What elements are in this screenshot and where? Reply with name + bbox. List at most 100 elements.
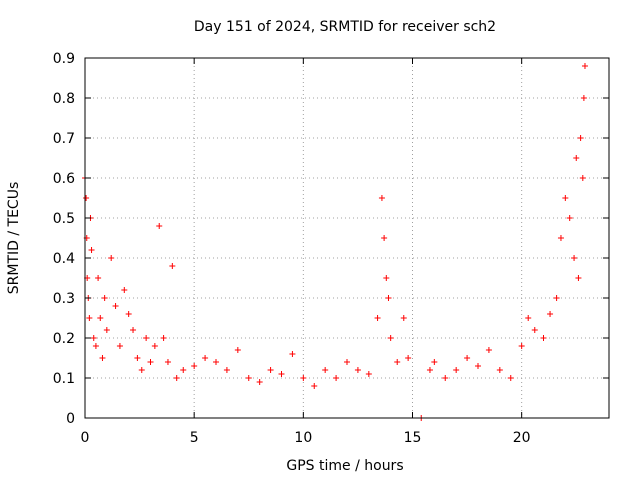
data-point	[381, 235, 388, 241]
tick-labels: 0 0.1 0.2 0.3 0.4 0.5 0.6 0.7 0.8 0.9 0 5 10 15 20	[53, 51, 531, 446]
data-point	[116, 343, 123, 349]
data-point	[121, 287, 128, 293]
data-point	[86, 315, 93, 321]
data-point	[147, 359, 154, 365]
data-point	[311, 383, 318, 389]
data-point	[101, 295, 108, 301]
data-point	[213, 359, 219, 365]
x-tick-label: 10	[294, 430, 312, 446]
data-point	[83, 195, 90, 201]
data-point	[579, 175, 586, 181]
data-point	[581, 63, 588, 69]
x-tick-label: 0	[81, 430, 90, 446]
data-point	[278, 371, 285, 377]
data-point	[173, 375, 180, 381]
data-point	[103, 327, 110, 333]
data-point	[164, 359, 171, 365]
data-point	[191, 363, 198, 369]
data-point	[151, 343, 158, 349]
data-point	[573, 155, 580, 161]
data-point	[485, 347, 492, 353]
y-axis-title: SRMTID / TECUs	[6, 182, 22, 295]
data-point	[531, 327, 538, 333]
chart-title: Day 151 of 2024, SRMTID for receiver sch…	[194, 19, 496, 35]
data-point	[431, 359, 438, 365]
data-point	[333, 375, 340, 381]
data-point	[289, 351, 296, 357]
data-point	[202, 355, 209, 361]
data-point	[387, 335, 394, 341]
data-point	[518, 343, 525, 349]
data-point	[143, 335, 150, 341]
y-tick-label: 0.2	[53, 331, 75, 347]
data-point	[562, 195, 569, 201]
data-point	[525, 315, 532, 321]
data-point	[496, 367, 503, 373]
data-point	[547, 311, 554, 317]
data-point	[453, 367, 460, 373]
data-point	[566, 215, 573, 221]
data-point	[88, 247, 95, 253]
data-point	[405, 355, 412, 361]
y-tick-label: 0.7	[53, 131, 75, 147]
data-point	[138, 367, 145, 373]
data-point	[385, 295, 392, 301]
data-point	[125, 311, 132, 317]
data-point	[378, 195, 385, 201]
x-tick-label: 15	[404, 430, 422, 446]
data-point	[223, 367, 230, 373]
data-point	[112, 303, 119, 309]
data-point	[267, 367, 274, 373]
data-point	[256, 379, 263, 385]
data-point	[571, 255, 578, 261]
data-point	[365, 371, 372, 377]
data-point	[557, 235, 564, 241]
data-point	[245, 375, 252, 381]
grid-layer	[85, 58, 609, 418]
axis-ticks	[84, 57, 609, 419]
y-tick-label: 0	[66, 411, 75, 427]
data-point	[92, 343, 99, 349]
y-tick-label: 0.8	[53, 91, 75, 107]
data-point	[540, 335, 547, 341]
data-point	[169, 263, 176, 269]
y-tick-label: 0.6	[53, 171, 75, 187]
data-point	[575, 275, 582, 281]
data-point	[108, 255, 115, 261]
y-tick-label: 0.4	[53, 251, 75, 267]
x-tick-label: 20	[513, 430, 531, 446]
data-point	[95, 275, 102, 281]
y-tick-label: 0.3	[53, 291, 75, 307]
x-tick-label: 5	[190, 430, 199, 446]
data-point	[383, 275, 390, 281]
data-point	[580, 95, 587, 101]
y-tick-label: 0.5	[53, 211, 75, 227]
data-point	[464, 355, 471, 361]
data-point	[400, 315, 407, 321]
data-point	[374, 315, 381, 321]
data-point	[180, 367, 187, 373]
y-tick-label: 0.1	[53, 371, 75, 387]
data-point	[426, 367, 433, 373]
data-point	[475, 363, 481, 369]
data-point	[99, 355, 106, 361]
data-point	[354, 367, 361, 373]
data-point	[394, 359, 401, 365]
data-point	[322, 367, 329, 373]
data-point	[300, 375, 307, 381]
data-point	[553, 295, 560, 301]
data-point	[160, 335, 167, 341]
data-point	[234, 347, 241, 353]
data-point	[156, 223, 163, 229]
plot-frame	[84, 57, 610, 419]
y-tick-label: 0.9	[53, 51, 75, 67]
data-point	[97, 315, 104, 321]
data-point	[344, 359, 350, 365]
data-point	[577, 135, 584, 141]
x-axis-title: GPS time / hours	[286, 458, 403, 474]
data-points	[82, 63, 588, 421]
data-point	[90, 335, 97, 341]
data-point	[507, 375, 514, 381]
data-point	[134, 355, 141, 361]
